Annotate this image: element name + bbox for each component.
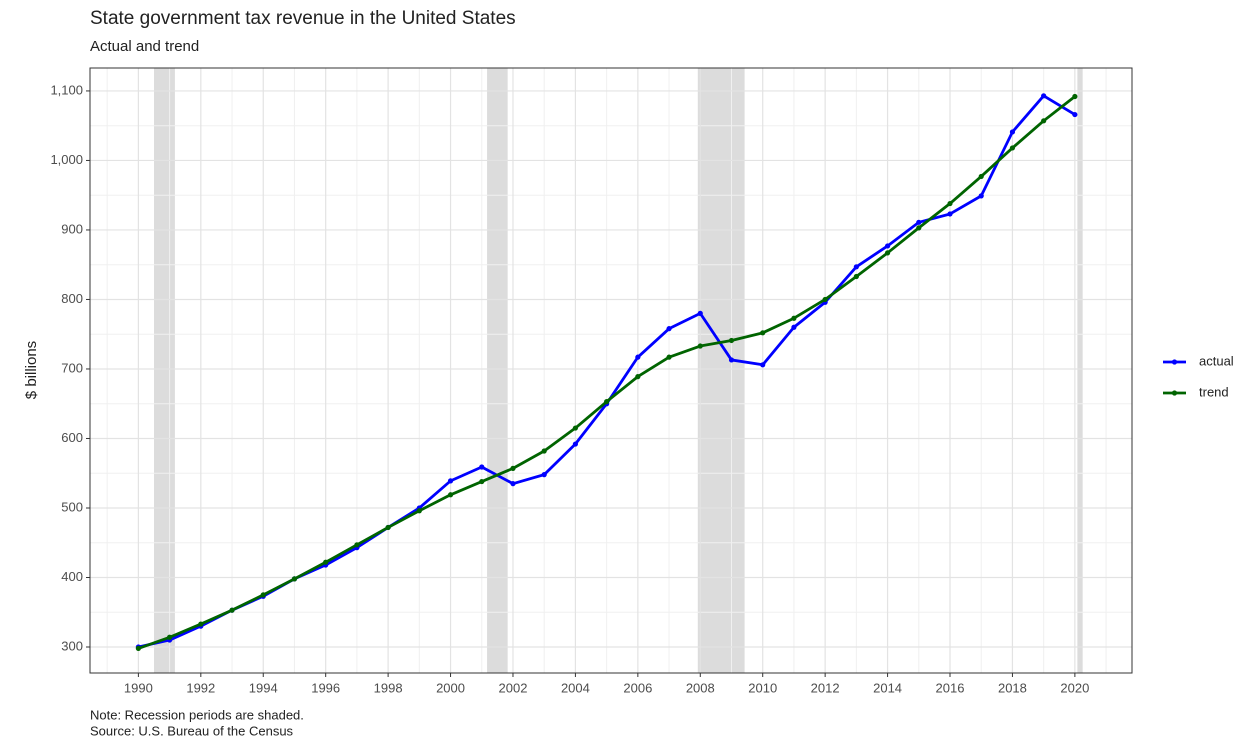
data-point <box>167 634 173 640</box>
data-point <box>510 481 516 487</box>
data-point <box>1041 93 1047 99</box>
y-tick-label: 1,000 <box>50 152 83 167</box>
data-point <box>541 472 547 478</box>
data-point <box>916 225 922 231</box>
x-tick-label: 1994 <box>249 680 278 695</box>
data-point <box>1009 129 1016 135</box>
data-point <box>604 399 610 405</box>
source: Source: U.S. Bureau of the Census <box>90 723 294 738</box>
data-point <box>884 250 891 256</box>
data-point <box>447 478 454 484</box>
plot-border <box>89 67 1133 674</box>
data-point <box>385 524 391 531</box>
data-point <box>666 326 672 332</box>
data-point <box>1009 145 1016 151</box>
y-tick-label: 900 <box>61 221 83 236</box>
legend-swatch <box>1171 390 1178 396</box>
data-point <box>697 310 703 316</box>
y-tick-label: 300 <box>61 638 83 653</box>
y-tick-label: 800 <box>61 291 83 306</box>
data-point <box>416 508 422 514</box>
data-point <box>760 362 766 368</box>
data-point <box>447 492 454 498</box>
x-tick-label: 2012 <box>811 680 840 695</box>
y-tick-label: 500 <box>61 499 83 514</box>
data-point <box>728 357 735 363</box>
data-point <box>229 607 235 613</box>
y-axis-label: $ billions <box>23 341 40 399</box>
x-tick-label: 2000 <box>436 680 465 695</box>
y-tick-label: 600 <box>61 430 83 445</box>
x-tick-label: 1992 <box>186 680 215 695</box>
x-tick-label: 2014 <box>873 680 902 695</box>
y-tick-label: 1,100 <box>50 82 83 97</box>
recession-shade <box>153 68 175 673</box>
x-tick-label: 1998 <box>374 680 403 695</box>
y-tick-label: 400 <box>61 569 83 584</box>
data-point <box>728 337 735 344</box>
data-point <box>635 374 641 380</box>
data-point <box>760 330 766 336</box>
y-tick-label: 700 <box>61 360 83 375</box>
recession-shade <box>697 68 745 673</box>
data-point <box>697 343 703 349</box>
data-point <box>978 173 984 180</box>
x-tick-label: 2006 <box>623 680 652 695</box>
data-point <box>853 264 859 270</box>
data-point <box>260 592 266 598</box>
data-point <box>978 193 984 199</box>
x-tick-label: 1996 <box>311 680 340 695</box>
recession-shade <box>487 68 508 673</box>
data-point <box>1072 111 1078 118</box>
data-point <box>853 273 859 280</box>
data-point <box>1041 118 1047 124</box>
legend-label: actual <box>1199 353 1234 368</box>
legend-label: trend <box>1199 384 1229 399</box>
data-point <box>198 621 204 627</box>
x-tick-label: 2008 <box>686 680 715 695</box>
data-point <box>135 645 141 651</box>
legend-swatch <box>1171 359 1178 365</box>
data-point <box>947 211 953 217</box>
recession-shade <box>1077 68 1083 673</box>
data-point <box>541 448 547 454</box>
data-point <box>354 542 360 548</box>
data-point <box>291 576 298 582</box>
data-point <box>510 465 516 471</box>
data-point <box>479 478 485 485</box>
data-point <box>572 441 579 447</box>
x-tick-label: 2020 <box>1060 680 1089 695</box>
chart-title: State government tax revenue in the Unit… <box>90 8 516 29</box>
data-point <box>791 324 797 330</box>
data-point <box>822 296 828 303</box>
x-tick-label: 2016 <box>936 680 965 695</box>
data-point <box>479 464 485 470</box>
x-tick-label: 2010 <box>748 680 777 695</box>
data-point <box>572 425 579 431</box>
x-tick-label: 1990 <box>124 680 153 695</box>
chart-subtitle: Actual and trend <box>90 38 199 55</box>
x-tick-label: 2018 <box>998 680 1027 695</box>
x-tick-label: 2004 <box>561 680 590 695</box>
x-tick-label: 2002 <box>499 680 528 695</box>
data-point <box>791 315 797 321</box>
data-point <box>666 354 672 360</box>
data-point <box>635 354 641 360</box>
data-point <box>947 200 953 207</box>
note: Note: Recession periods are shaded. <box>90 707 304 722</box>
data-point <box>884 243 891 249</box>
data-point <box>323 559 329 565</box>
data-point <box>916 219 922 225</box>
data-point <box>1072 93 1078 100</box>
